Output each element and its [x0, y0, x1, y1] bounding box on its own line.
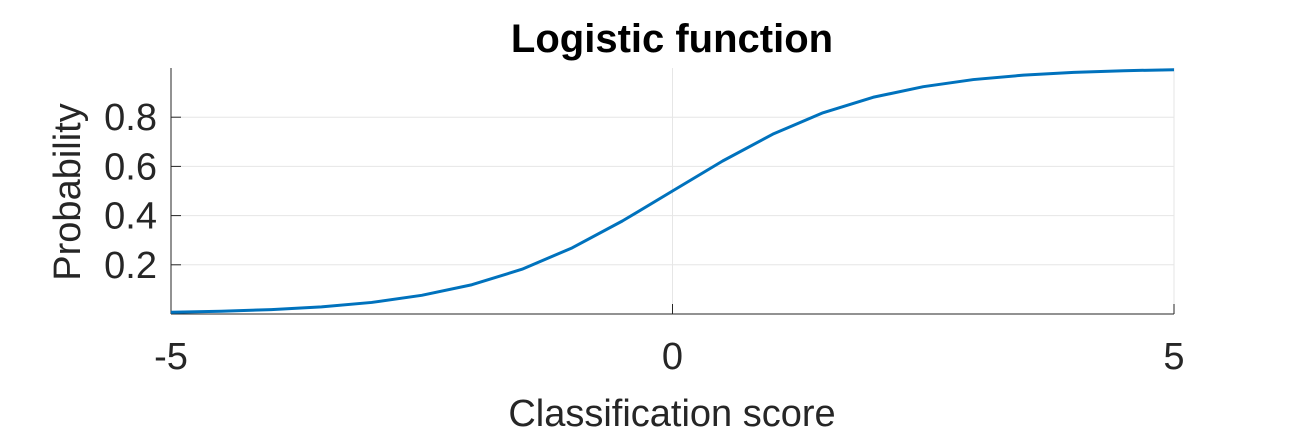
tick-labels: -5 0 5 0.2 0.4 0.6 0.8 [104, 97, 1184, 378]
axes [170, 68, 1175, 315]
x-tick-label: 0 [662, 336, 683, 378]
y-axis-label: Probability [47, 103, 89, 280]
x-tick-label: -5 [154, 336, 188, 378]
y-tick-label: 0.4 [104, 196, 157, 238]
y-tick-label: 0.8 [104, 97, 157, 139]
x-tick-label: 5 [1163, 336, 1184, 378]
series-layer [170, 68, 1175, 314]
y-tick-label: 0.6 [104, 146, 157, 188]
logistic-curve [170, 68, 1175, 314]
chart-title: Logistic function [511, 17, 833, 61]
x-axis-label: Classification score [508, 393, 835, 435]
y-tick-label: 0.2 [104, 245, 157, 287]
grid [170, 68, 1175, 314]
